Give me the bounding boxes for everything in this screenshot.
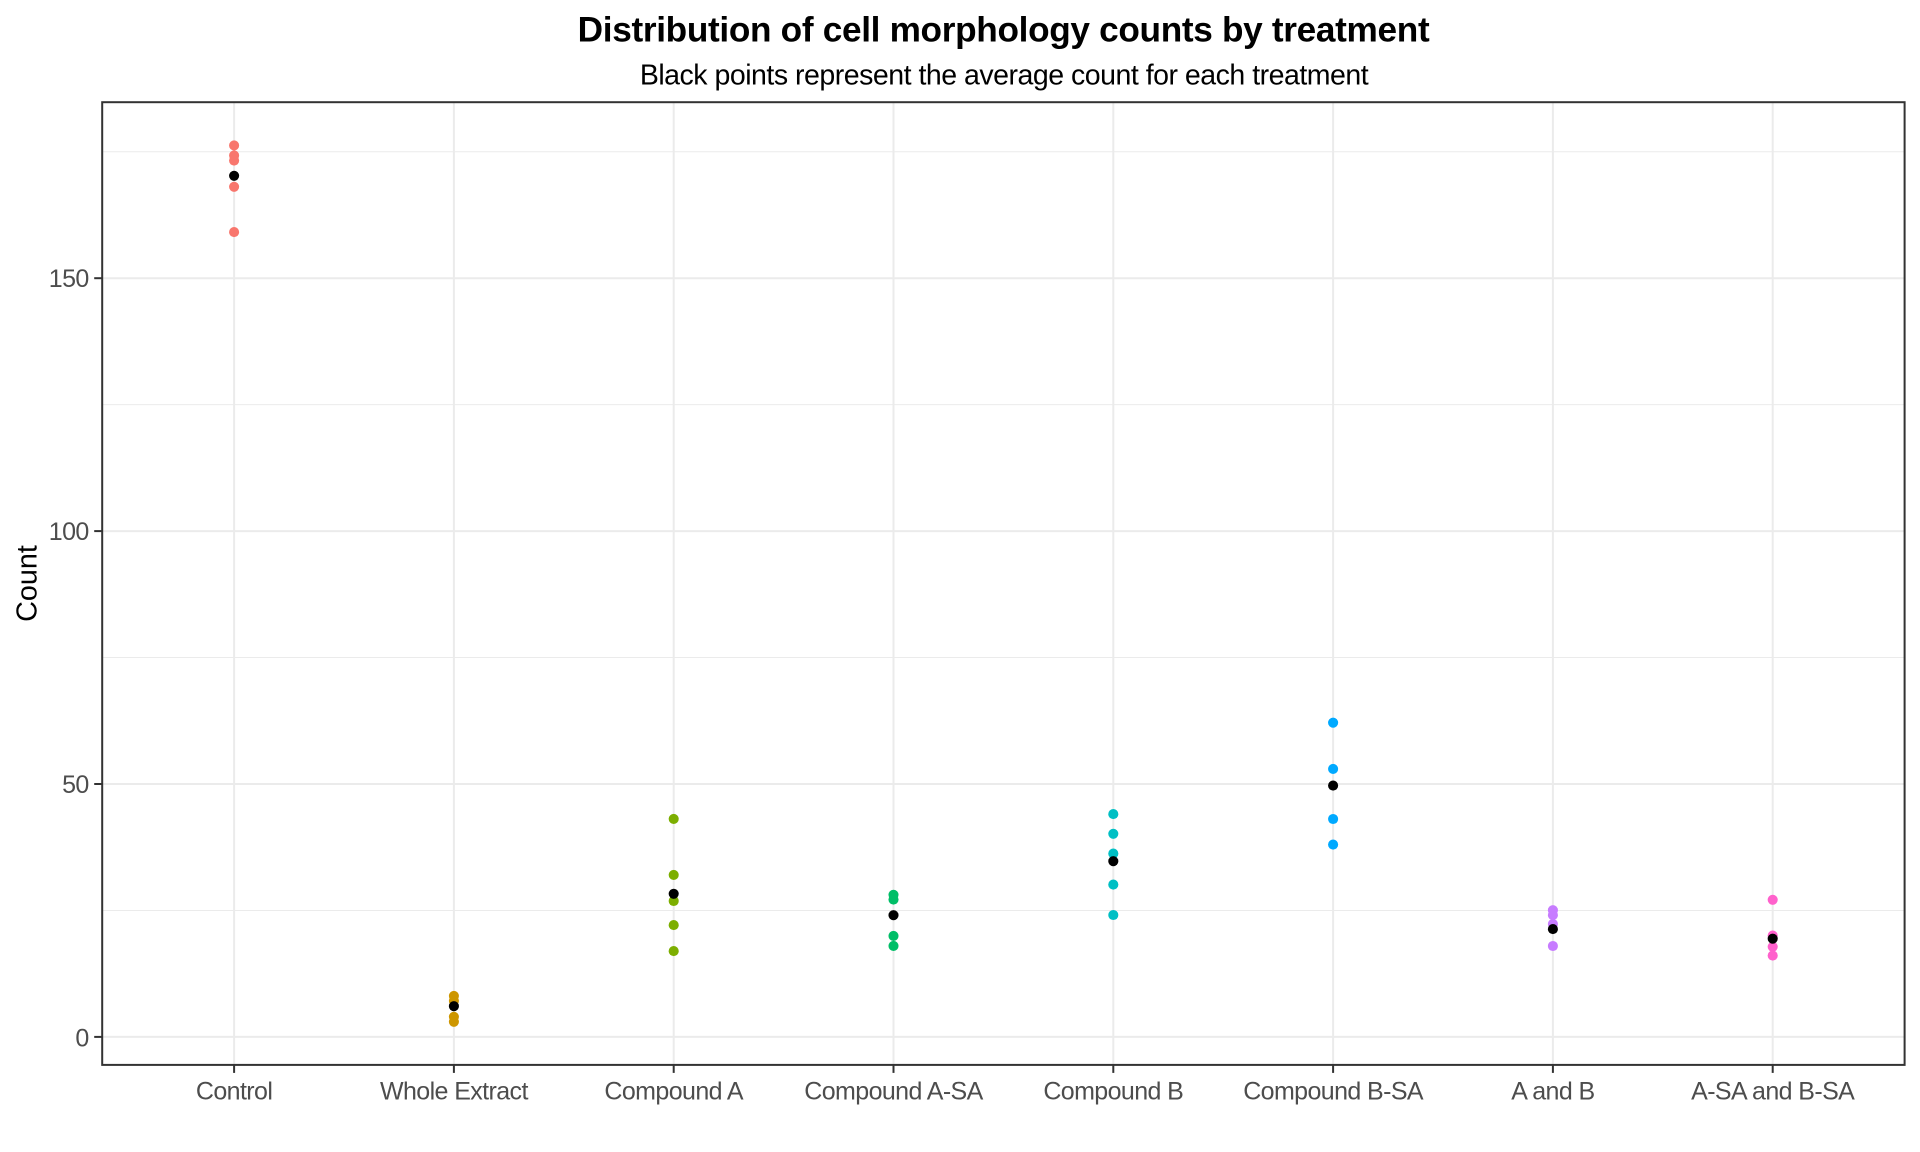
svg-text:Count: Count [12, 545, 44, 622]
svg-text:Compound B-SA: Compound B-SA [1243, 1078, 1424, 1106]
svg-text:A and B: A and B [1511, 1078, 1594, 1106]
svg-text:Black points represent the ave: Black points represent the average count… [640, 59, 1369, 91]
svg-text:Control: Control [196, 1078, 272, 1106]
svg-text:Compound A: Compound A [604, 1078, 743, 1106]
svg-text:Compound B: Compound B [1043, 1078, 1183, 1106]
svg-text:0: 0 [75, 1024, 88, 1052]
svg-text:100: 100 [49, 518, 89, 546]
svg-text:Compound A-SA: Compound A-SA [804, 1078, 983, 1106]
svg-text:Whole Extract: Whole Extract [380, 1078, 528, 1106]
svg-text:150: 150 [49, 265, 89, 293]
svg-text:50: 50 [62, 771, 89, 799]
svg-text:Distribution of cell morpholog: Distribution of cell morphology counts b… [578, 10, 1430, 49]
svg-text:A-SA and B-SA: A-SA and B-SA [1691, 1078, 1855, 1106]
